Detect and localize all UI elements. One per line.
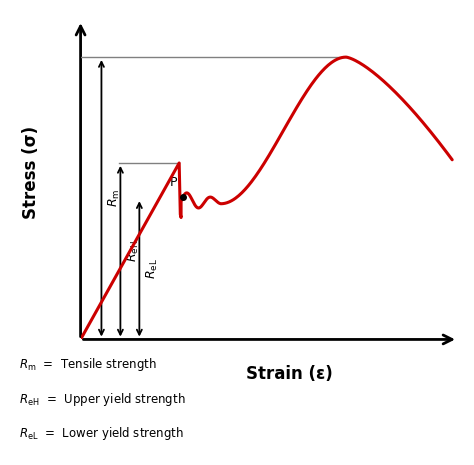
Text: Stress (σ): Stress (σ) [22, 126, 40, 219]
Text: $R_\mathrm{eL}$: $R_\mathrm{eL}$ [145, 259, 160, 279]
Text: P: P [170, 176, 177, 189]
Text: $R_\mathrm{m}$: $R_\mathrm{m}$ [107, 189, 122, 207]
Text: $R_{\mathrm{m}}$  =  Tensile strength: $R_{\mathrm{m}}$ = Tensile strength [19, 356, 156, 373]
Text: $R_{\mathrm{eL}}$  =  Lower yield strength: $R_{\mathrm{eL}}$ = Lower yield strength [19, 425, 184, 443]
Text: $R_{\mathrm{eH}}$  =  Upper yield strength: $R_{\mathrm{eH}}$ = Upper yield strength [19, 391, 185, 408]
Text: $R_\mathrm{eH}$: $R_\mathrm{eH}$ [126, 240, 141, 262]
Text: Strain (ε): Strain (ε) [246, 365, 333, 383]
